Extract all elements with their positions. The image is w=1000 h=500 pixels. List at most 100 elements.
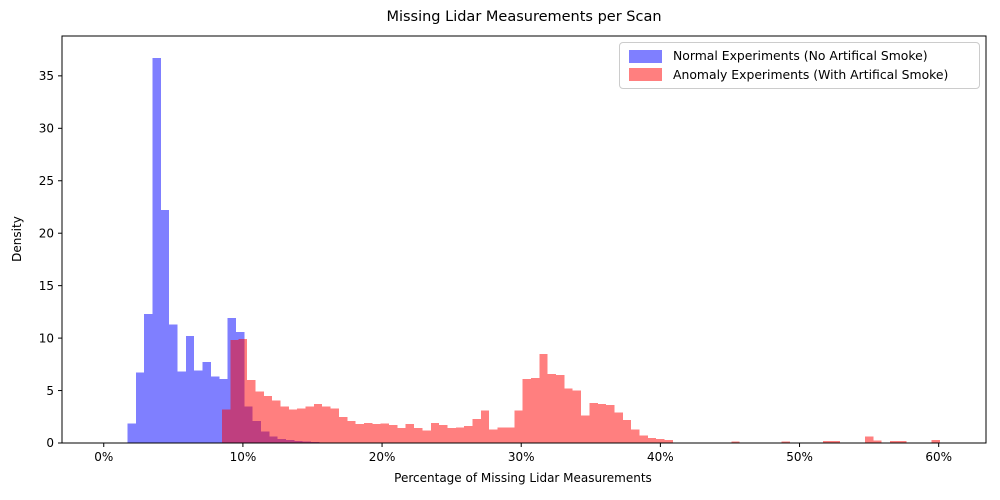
anomaly-histogram-bar	[297, 408, 306, 443]
anomaly-histogram-bar	[372, 424, 381, 443]
anomaly-histogram-bar	[222, 409, 231, 443]
anomaly-histogram-bar	[564, 388, 573, 443]
normal-histogram-bar	[169, 324, 178, 443]
anomaly-histogram-bar	[489, 429, 498, 443]
anomaly-histogram-bar	[497, 427, 506, 443]
normal-histogram-bar	[152, 58, 161, 443]
plot-frame	[61, 35, 987, 444]
legend-entry-anomaly: Anomaly Experiments (With Artifical Smok…	[629, 66, 970, 82]
anomaly-histogram-bar	[664, 439, 673, 443]
anomaly-histogram-bar	[414, 427, 423, 443]
normal-histogram-bar	[210, 376, 220, 443]
anomaly-histogram-bar	[455, 427, 465, 443]
anomaly-histogram-bar	[238, 339, 248, 443]
anomaly-histogram-bar	[430, 423, 440, 443]
normal-histogram-bar	[135, 372, 145, 443]
anomaly-histogram-bar	[272, 400, 281, 443]
legend-label-anomaly: Anomaly Experiments (With Artifical Smok…	[673, 66, 949, 82]
chart-title: Missing Lidar Measurements per Scan	[386, 9, 661, 25]
normal-histogram-bar	[202, 362, 211, 443]
x-tick-label: 60%	[925, 450, 952, 464]
x-tick-label: 20%	[369, 450, 396, 464]
anomaly-histogram-bar	[547, 373, 557, 443]
legend: Normal Experiments (No Artifical Smoke) …	[619, 42, 980, 89]
anomaly-histogram-bar	[514, 410, 523, 443]
anomaly-histogram-bar	[422, 430, 431, 443]
normal-histogram-bar	[194, 370, 203, 443]
axes-layer: 0% 10% 20% 30% 40% 50% 60% 0 5 10 15 20 25 30 35	[39, 35, 987, 464]
anomaly-histogram-bar	[288, 409, 298, 443]
anomaly-histogram-bar	[831, 440, 840, 443]
anomaly-histogram-bar	[622, 419, 632, 443]
anomaly-histogram-bar	[347, 420, 356, 443]
x-tick-label: 30%	[508, 450, 535, 464]
anomaly-histogram-bar	[898, 440, 907, 443]
anomaly-histogram-bar	[589, 403, 598, 443]
y-tick-label: 20	[39, 226, 54, 240]
anomaly-histogram-bar	[305, 406, 314, 443]
anomaly-histogram-bar	[363, 423, 373, 443]
anomaly-histogram-bar	[864, 436, 874, 443]
anomaly-histogram-bar	[380, 423, 390, 443]
anomaly-histogram-bar	[472, 418, 481, 443]
y-tick-label: 0	[46, 436, 54, 450]
y-tick-label: 25	[39, 174, 54, 188]
anomaly-histogram-bar	[647, 437, 657, 443]
anomaly-histogram-bar	[397, 427, 406, 443]
anomaly-histogram-bar	[572, 390, 582, 443]
anomaly-histogram-bar	[230, 340, 239, 443]
anomaly-histogram-bar	[313, 404, 323, 443]
anomaly-histogram-bar	[355, 424, 364, 443]
x-tick-label: 40%	[647, 450, 674, 464]
y-axis-label: Density	[10, 216, 24, 262]
normal-histogram-bar	[144, 313, 153, 443]
anomaly-histogram-bar	[581, 415, 590, 443]
x-tick-label: 10%	[230, 450, 257, 464]
anomaly-histogram-bar	[439, 425, 448, 443]
y-tick-label: 5	[46, 384, 54, 398]
legend-entry-normal: Normal Experiments (No Artifical Smoke)	[629, 48, 970, 64]
x-tick-label: 0%	[94, 450, 113, 464]
anomaly-histogram-bar	[389, 425, 398, 443]
anomaly-histogram-bar	[522, 379, 531, 443]
anomaly-histogram-bar	[656, 438, 665, 443]
anomaly-histogram-bar	[823, 440, 832, 443]
anomaly-histogram-bar	[631, 429, 640, 443]
anomaly-histogram-bar	[405, 424, 415, 443]
anomaly-histogram-bar	[255, 391, 264, 443]
anomaly-histogram-bar	[781, 441, 790, 443]
anomaly-histogram-bar	[263, 395, 273, 443]
anomaly-histogram-bar	[556, 374, 565, 443]
anomaly-histogram-bar	[247, 380, 256, 443]
normal-histogram-bar	[127, 423, 136, 443]
y-tick-label: 10	[39, 331, 54, 345]
bars-layer	[127, 58, 941, 443]
anomaly-histogram-bar	[889, 440, 899, 443]
anomaly-histogram-bar	[931, 440, 941, 443]
normal-histogram-bar	[185, 336, 195, 443]
legend-swatch-normal-icon	[629, 49, 662, 63]
y-tick-label: 35	[39, 69, 54, 83]
anomaly-histogram-bar	[330, 408, 339, 443]
anomaly-histogram-bar	[597, 404, 607, 443]
anomaly-histogram-bar	[322, 406, 331, 443]
y-tick-label: 30	[39, 122, 54, 136]
anomaly-histogram-bar	[530, 377, 540, 443]
anomaly-histogram-bar	[731, 441, 740, 443]
anomaly-histogram-bar	[606, 405, 615, 443]
anomaly-histogram-bar	[539, 353, 548, 443]
anomaly-histogram-bar	[873, 440, 882, 443]
anomaly-histogram-bar	[464, 426, 473, 443]
legend-swatch-anomaly-icon	[629, 68, 662, 82]
normal-histogram-bar	[177, 371, 186, 443]
legend-label-normal: Normal Experiments (No Artifical Smoke)	[673, 48, 928, 64]
y-tick-label: 15	[39, 279, 54, 293]
anomaly-histogram-bar	[505, 427, 515, 443]
anomaly-histogram-bar	[480, 410, 490, 443]
anomaly-histogram-bar	[614, 412, 623, 443]
x-axis-label: Percentage of Missing Lidar Measurements	[394, 471, 652, 485]
anomaly-histogram-bar	[447, 427, 456, 443]
anomaly-histogram-bar	[338, 416, 348, 443]
x-tick-label: 50%	[786, 450, 813, 464]
